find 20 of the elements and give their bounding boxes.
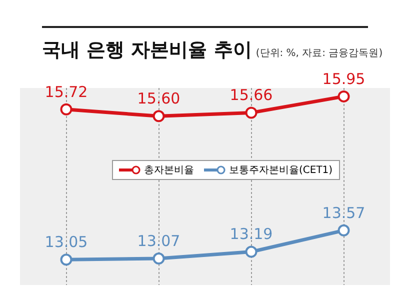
point	[245, 106, 258, 119]
point	[338, 90, 350, 102]
data-label: 15.60	[137, 90, 180, 108]
point	[152, 252, 165, 265]
data-label: 13.07	[137, 232, 180, 250]
data-label: 15.66	[230, 86, 273, 104]
data-label: 13.19	[230, 225, 273, 244]
data-label: 13.57	[322, 204, 366, 222]
chart-subtitle: (단위: %, 자료: 금융감독원)	[256, 48, 383, 59]
data-label: 15.72	[44, 82, 88, 101]
point	[152, 110, 165, 122]
point	[245, 246, 258, 258]
data-label: 15.95	[322, 70, 366, 88]
point	[60, 254, 72, 266]
point	[338, 224, 350, 236]
data-label: 13.05	[44, 233, 88, 252]
legend-label: 보통주자본비율(CET1)	[229, 164, 333, 177]
point	[60, 103, 72, 116]
chart-title: 국내 은행 자본비율 추이	[42, 39, 252, 61]
legend-label: 총자본비율	[144, 164, 194, 177]
